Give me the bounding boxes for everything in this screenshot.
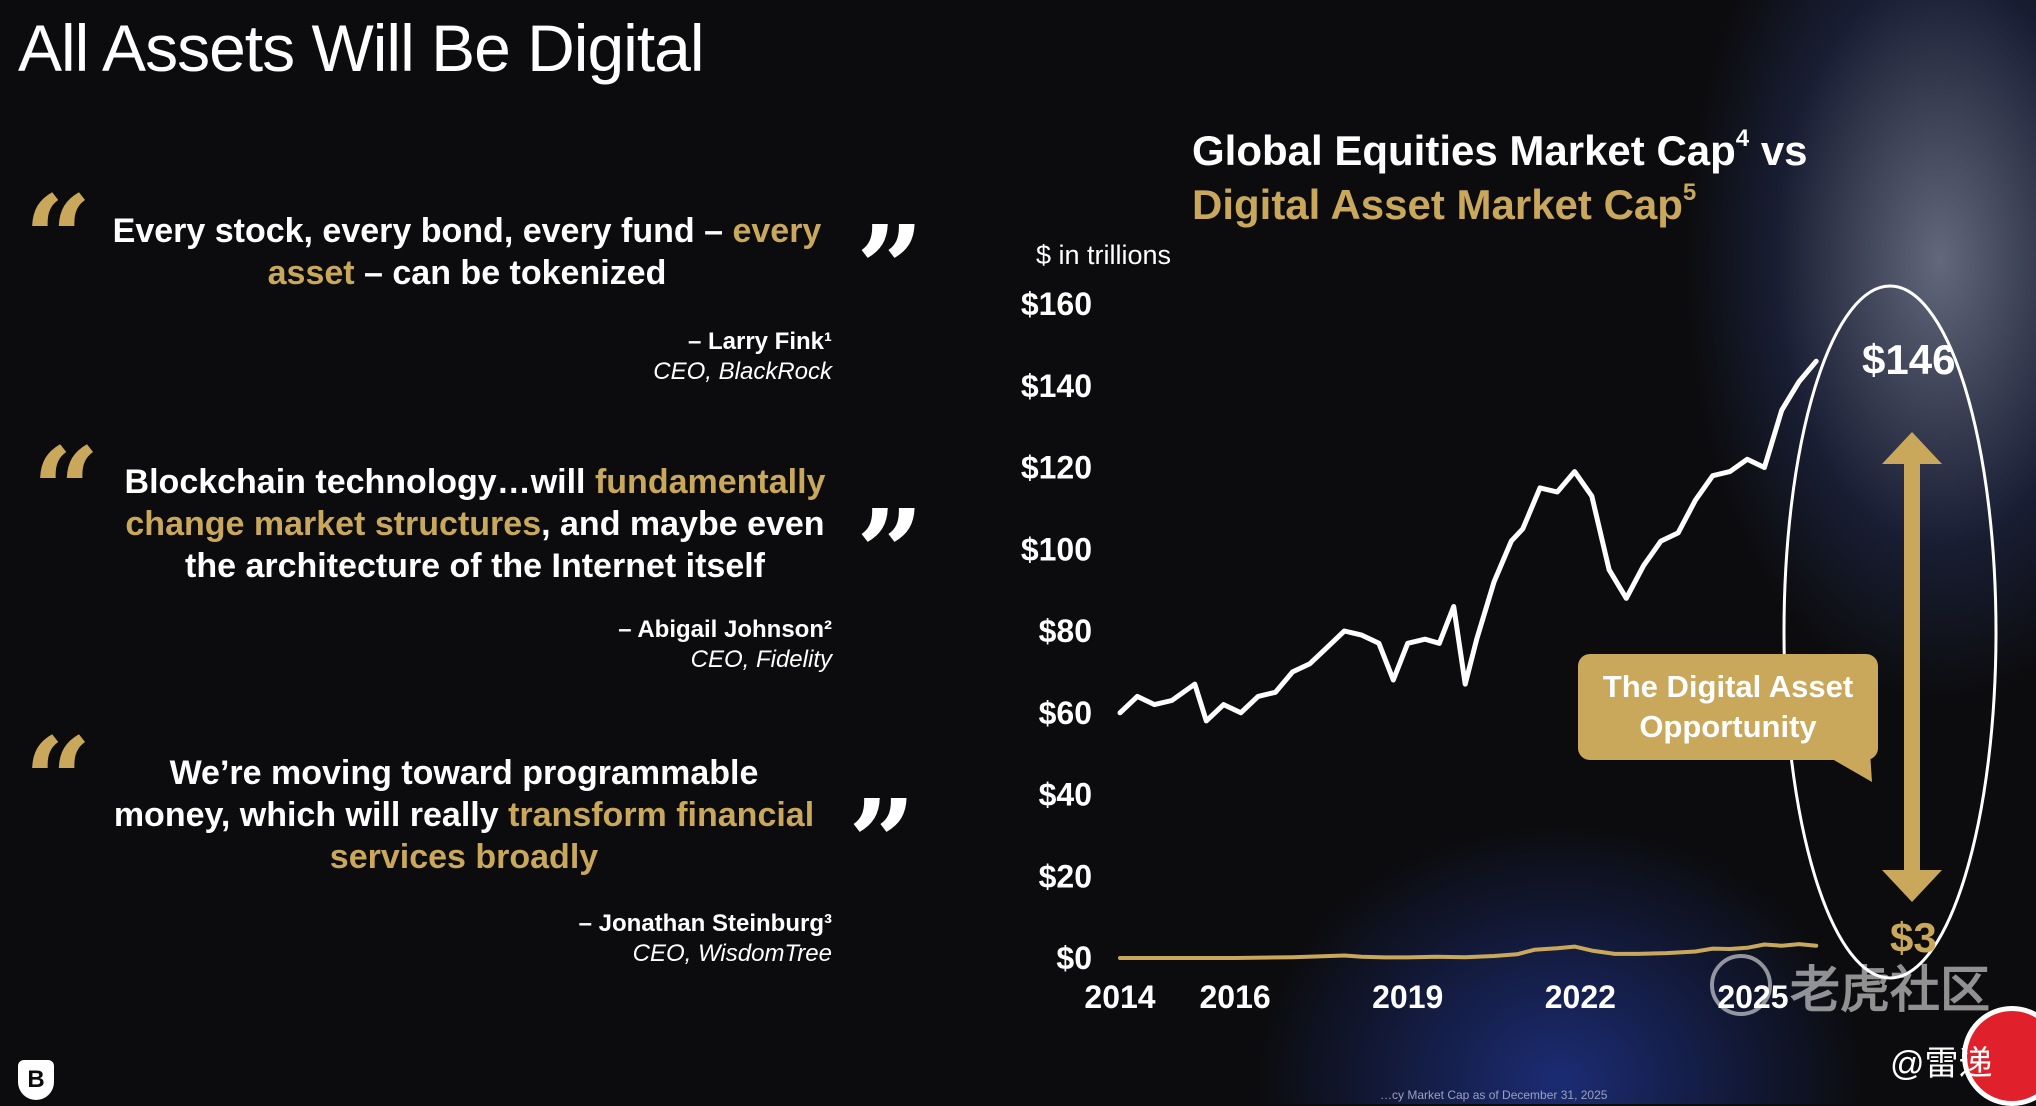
footnote: …cy Market Cap as of December 31, 2025 [1380,1088,1608,1102]
y-tick-label: $20 [1039,858,1092,894]
y-tick-label: $140 [1021,368,1092,404]
x-tick-label: 2016 [1199,979,1270,1015]
double-arrow-icon [1882,432,1942,902]
y-tick-label: $40 [1039,777,1092,813]
brand-logo: B [18,1060,54,1100]
watermark-text: 老虎社区 [1790,962,1990,1018]
equities-end-label: $146 [1862,336,1956,383]
quote-3-role: CEO, WisdomTree [632,940,832,967]
x-tick-labels: 2014 2016 2019 2022 2025 [1084,979,1788,1015]
digital-end-label: $3 [1890,914,1937,961]
chart-title-line1: Global Equities Market Cap [1192,127,1736,174]
quote-3-text: We’re moving toward programmable money, … [113,754,815,876]
y-axis-unit-label: $ in trillions [1036,240,1172,270]
y-tick-label: $60 [1039,695,1092,731]
chart-title-line2: Digital Asset Market Cap [1192,181,1683,228]
author-handle: @雷递 [1890,1045,1993,1083]
watermark-icon [1710,954,1772,1016]
series-lines [1117,358,1819,960]
y-tick-label: $100 [1021,531,1092,567]
quote-3-author: – Jonathan Steinburg³ [578,910,832,937]
y-tick-label: $80 [1039,613,1092,649]
open-quote-icon: “ [24,169,92,308]
y-tick-label: $0 [1056,940,1092,976]
close-quote-icon: ” [856,199,924,338]
open-quote-icon: “ [24,711,92,850]
quote-1-text: Every stock, every bond, every fund – ev… [112,212,822,292]
equities-series-line [1117,358,1819,724]
open-quote-icon: “ [32,421,100,560]
digital-asset-series-line [1118,942,1819,960]
digital-asset-opportunity-callout: The Digital Asset Opportunity [1578,654,1878,760]
x-tick-label: 2022 [1545,979,1616,1015]
slide-title: All Assets Will Be Digital [18,11,705,85]
x-tick-label: 2014 [1084,979,1155,1015]
y-tick-label: $160 [1021,286,1092,322]
quote-2-text: Blockchain technology…will fundamentally… [124,463,826,585]
quote-1-role: CEO, BlackRock [653,358,832,385]
highlight-ellipse [1782,284,1998,980]
quote-2-author: – Abigail Johnson² [618,616,832,643]
x-tick-label: 2019 [1372,979,1443,1015]
chart-title: Global Equities Market Cap4 vs Digital A… [1192,125,1808,228]
y-tick-labels: $0 $20 $40 $60 $80 $100 $120 $140 $160 [1021,286,1092,976]
quote-1-author: – Larry Fink¹ [687,328,832,355]
close-quote-icon: ” [856,483,924,622]
y-tick-label: $120 [1021,450,1092,486]
quote-2-role: CEO, Fidelity [690,646,832,673]
close-quote-icon: ” [848,773,916,912]
